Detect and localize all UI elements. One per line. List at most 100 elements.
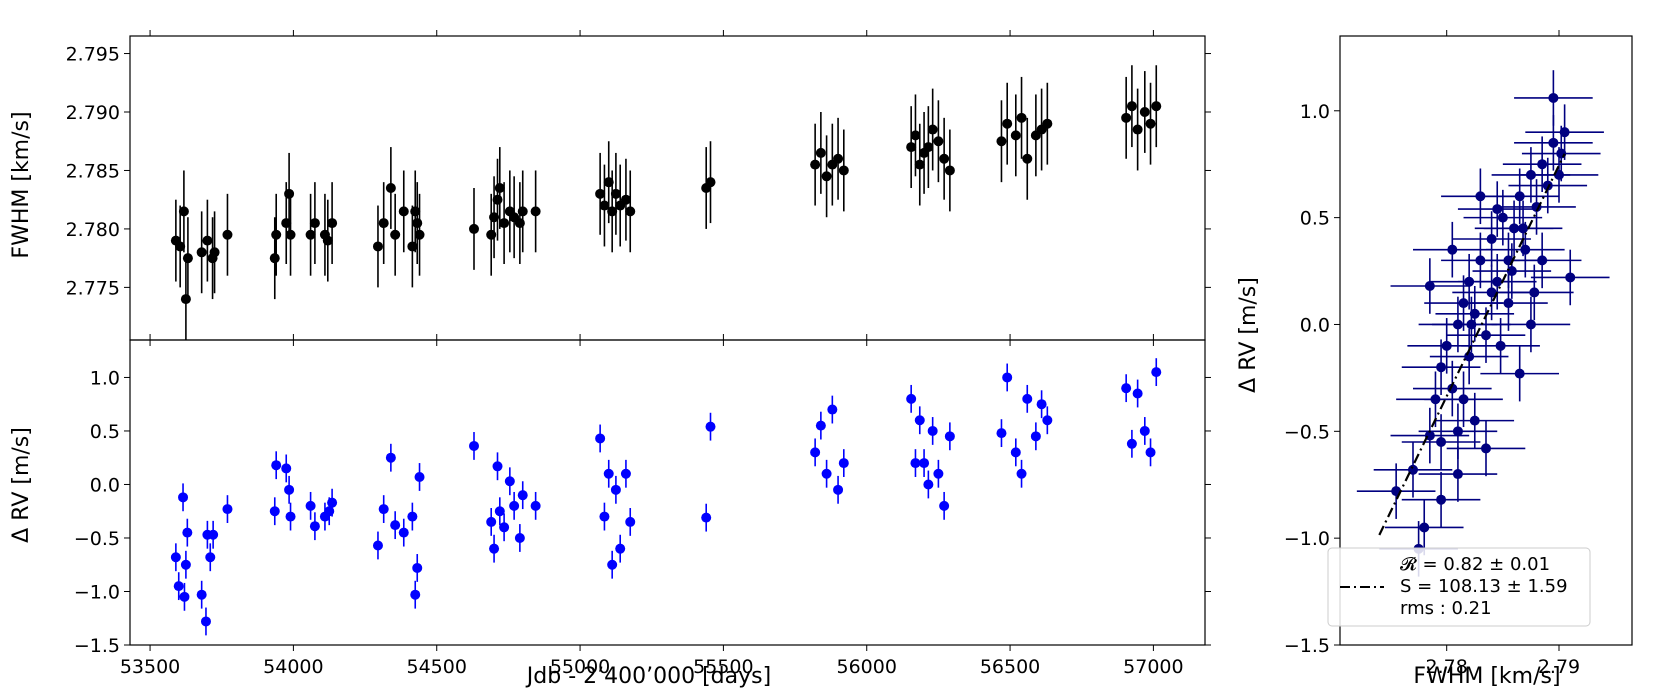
- top-data-point: [595, 188, 606, 199]
- legend-rms-line: rms : 0.21: [1400, 598, 1492, 619]
- top-data-point: [996, 136, 1007, 147]
- bottom-data-point: [284, 484, 295, 495]
- right-data-point: [1548, 137, 1559, 148]
- top-data-point: [390, 229, 401, 240]
- bottom-data-point: [1042, 415, 1053, 426]
- bottom-data-point: [810, 447, 821, 458]
- bottom-x-tick-label: 55500: [693, 656, 753, 678]
- right-data-point: [1466, 319, 1477, 330]
- right-data-point: [1481, 443, 1491, 454]
- bottom-data-point: [196, 589, 207, 600]
- bottom-data-point: [1010, 447, 1021, 458]
- bottom-axes-frame: [129, 339, 1206, 646]
- right-data-point: [1495, 340, 1506, 351]
- top-data-point: [610, 188, 621, 199]
- top-data-point: [309, 218, 320, 229]
- bottom-data-point: [398, 527, 409, 538]
- top-data-point: [222, 229, 233, 240]
- rv-time-panel: 53500 54000 54500 55000 55500 56000 56500 57000…: [74, 334, 1211, 678]
- bottom-data-point: [705, 421, 716, 432]
- bottom-data-point: [222, 504, 233, 515]
- rv-fwhm-panel: 2.78 2.79 −1.5 −1.0 −0.5 0.0 0.5 1.0: [1284, 30, 1633, 678]
- bottom-data-point: [906, 393, 917, 404]
- right-data-point: [1475, 191, 1486, 202]
- bottom-data-point: [607, 559, 618, 570]
- top-data-point: [810, 159, 821, 170]
- bottom-x-tick-label: 56000: [837, 656, 897, 678]
- bottom-data-point: [923, 479, 934, 490]
- top-data-point: [322, 235, 333, 246]
- bottom-data-point: [514, 532, 525, 543]
- top-data-point: [398, 206, 409, 217]
- top-data-point: [914, 159, 925, 170]
- bottom-data-point: [517, 490, 528, 501]
- top-data-point: [1126, 101, 1137, 112]
- bottom-data-point: [1022, 393, 1033, 404]
- top-data-point: [939, 153, 950, 164]
- bottom-data-point: [414, 471, 425, 482]
- right-y-tick-label: −1.5: [1284, 635, 1330, 657]
- bottom-data-point: [385, 452, 396, 463]
- bottom-data-point: [1132, 388, 1143, 399]
- right-data-point: [1542, 180, 1553, 191]
- top-data-point: [499, 218, 510, 229]
- bottom-data-point: [173, 581, 184, 592]
- top-y-axis-label: FWHM [km/s]: [9, 111, 34, 258]
- bottom-data-point: [489, 543, 500, 554]
- bottom-data-point: [1016, 468, 1027, 479]
- bottom-data-point: [701, 512, 712, 523]
- bottom-data-point: [492, 461, 503, 472]
- top-y-tick-label: 2.780: [66, 219, 120, 241]
- top-data-point: [469, 223, 479, 234]
- top-data-point: [1002, 118, 1013, 129]
- bottom-data-point: [1139, 425, 1150, 436]
- bottom-data-point: [595, 433, 606, 444]
- bottom-data-point: [205, 552, 216, 563]
- right-data-point: [1424, 281, 1435, 292]
- top-y-tick-label: 2.795: [66, 44, 120, 66]
- right-data-point: [1520, 244, 1531, 255]
- legend-box: [1327, 547, 1591, 627]
- bottom-y-tick-label: −0.5: [74, 528, 120, 550]
- right-data-point: [1447, 244, 1458, 255]
- top-data-point: [1010, 130, 1021, 141]
- bottom-data-point: [178, 492, 189, 503]
- top-data-point: [180, 294, 191, 305]
- bottom-data-point: [827, 404, 838, 415]
- right-data-point: [1497, 212, 1508, 223]
- right-data-point: [1458, 298, 1469, 309]
- top-data-point: [530, 206, 541, 217]
- top-data-point: [489, 212, 500, 223]
- bottom-data-point: [170, 552, 181, 563]
- bottom-data-point: [494, 506, 505, 517]
- right-data-point: [1464, 351, 1475, 362]
- right-data-point: [1469, 415, 1480, 426]
- top-data-point: [1151, 101, 1162, 112]
- right-data-point: [1537, 159, 1548, 170]
- bottom-data-point: [1151, 367, 1162, 378]
- bottom-data-point: [615, 543, 626, 554]
- top-data-point: [182, 253, 193, 264]
- top-data-point: [933, 136, 944, 147]
- bottom-data-point: [271, 460, 282, 471]
- top-data-point: [175, 241, 186, 252]
- bottom-data-point: [499, 522, 510, 533]
- right-data-point: [1419, 522, 1430, 533]
- bottom-y-axis-label: Δ RV [m/s]: [9, 427, 34, 543]
- top-data-point: [944, 165, 955, 176]
- right-data-point: [1548, 92, 1559, 103]
- right-x-tick-label: 2.78: [1426, 656, 1468, 678]
- right-data-point: [1525, 319, 1536, 330]
- top-data-point: [412, 218, 423, 229]
- top-data-point: [603, 177, 614, 188]
- bottom-data-point: [833, 484, 844, 495]
- right-data-point: [1436, 494, 1447, 505]
- bottom-data-point: [469, 440, 479, 451]
- right-y-tick-label: −1.0: [1284, 528, 1330, 550]
- top-data-point: [838, 165, 849, 176]
- bottom-data-point: [281, 463, 292, 474]
- top-data-point: [178, 206, 189, 217]
- top-y-tick-label: 2.775: [66, 277, 120, 299]
- top-data-point: [927, 124, 938, 135]
- right-data-point: [1556, 148, 1567, 159]
